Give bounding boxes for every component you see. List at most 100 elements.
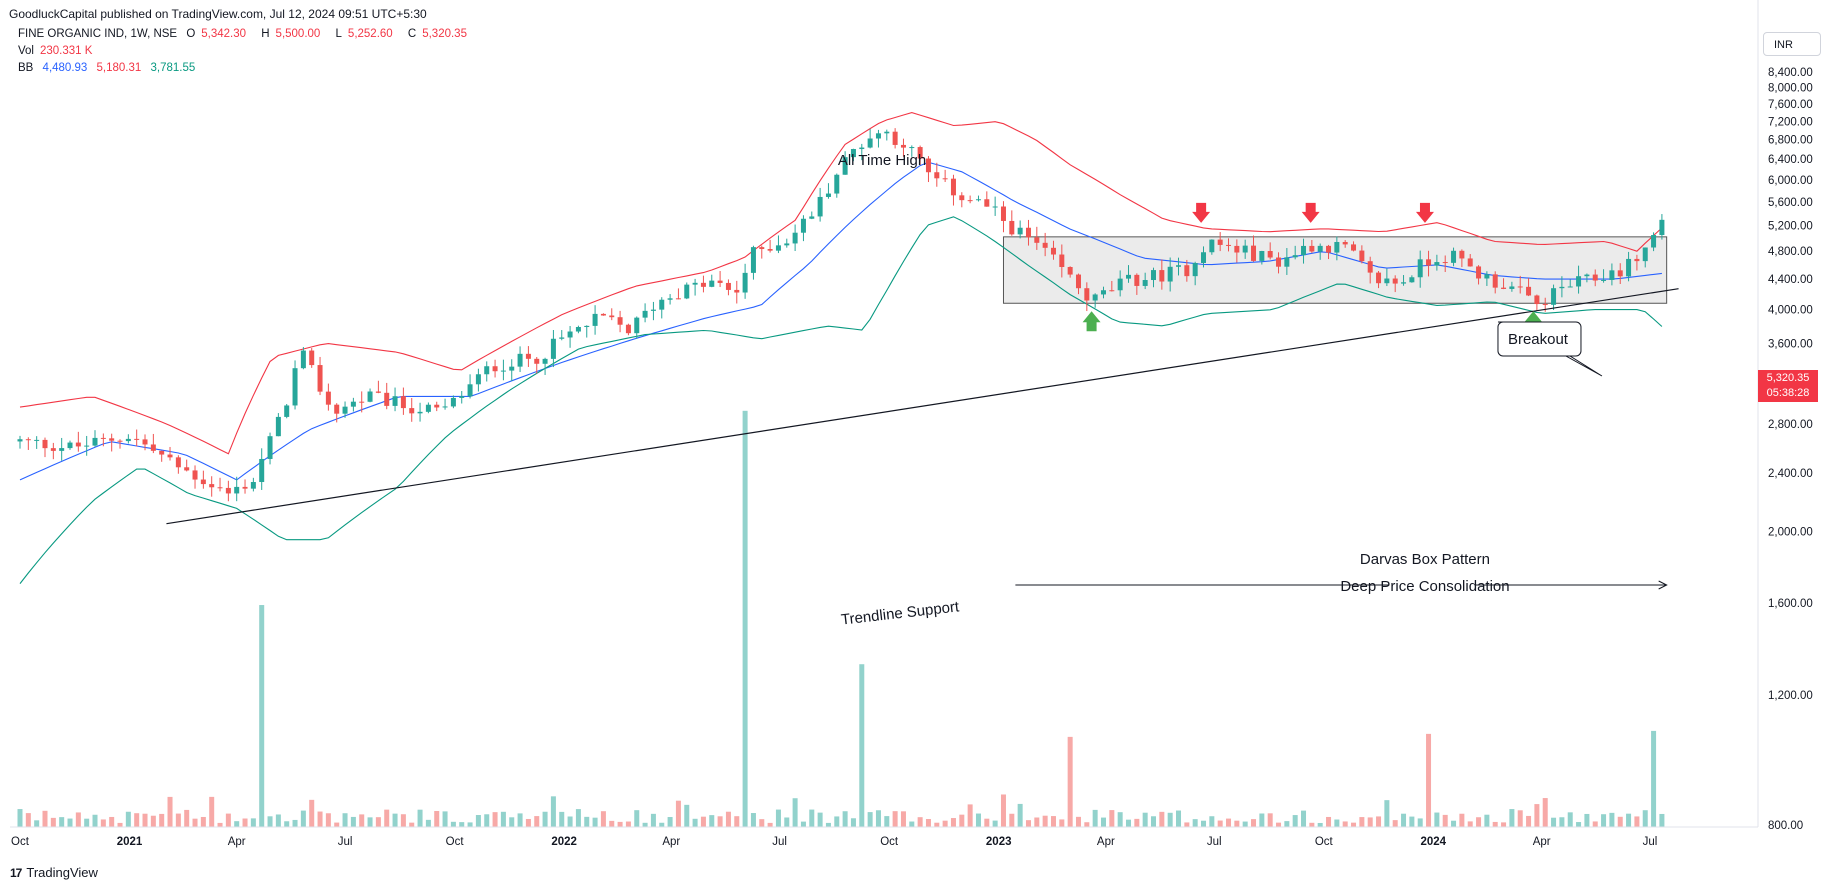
- volume-bar: [1042, 815, 1048, 827]
- y-tick-label: 1,200.00: [1768, 690, 1813, 702]
- candle-body: [134, 438, 140, 440]
- volume-bar: [1659, 813, 1665, 827]
- candle-body: [509, 366, 515, 371]
- candle-body: [1201, 252, 1207, 264]
- currency-button[interactable]: INR: [1763, 32, 1821, 56]
- candle-body: [759, 247, 765, 250]
- y-tick-label: 3,600.00: [1768, 338, 1813, 350]
- candle-body: [184, 467, 190, 471]
- volume-bar: [584, 816, 590, 827]
- volume-bar: [1276, 822, 1282, 827]
- candle-body: [384, 392, 390, 406]
- volume-bar: [434, 810, 440, 827]
- volume-bar: [509, 817, 515, 827]
- candle-body: [1559, 286, 1565, 289]
- candle-body: [1326, 245, 1332, 253]
- candle-body: [392, 396, 398, 406]
- y-tick-label: 4,400.00: [1768, 274, 1813, 286]
- volume-bar: [1617, 816, 1623, 827]
- volume-bar: [1034, 817, 1040, 827]
- volume-legend[interactable]: Vol 230.331 K: [18, 45, 98, 57]
- candle-body: [234, 486, 240, 494]
- candle-body: [459, 396, 465, 398]
- volume-bar: [742, 410, 748, 827]
- volume-bar: [1351, 822, 1357, 827]
- trendline-support: [166, 288, 1679, 525]
- volume-bar: [292, 819, 298, 827]
- volume-bar: [459, 822, 465, 827]
- candle-body: [717, 280, 723, 283]
- volume-bar: [892, 811, 898, 827]
- candle-body: [1284, 257, 1290, 267]
- symbol-title[interactable]: FINE ORGANIC IND, 1W, NSE: [18, 28, 178, 40]
- volume-bar: [1084, 822, 1090, 827]
- volume-bar: [709, 815, 715, 827]
- candle-body: [525, 353, 531, 359]
- volume-bar: [1242, 821, 1248, 827]
- resistance-arrow-icon: [1415, 202, 1434, 223]
- volume-bar: [1592, 821, 1598, 827]
- candle-body: [325, 391, 331, 405]
- candle-body: [109, 438, 115, 441]
- candle-body: [1100, 290, 1106, 295]
- volume-bar: [442, 811, 448, 827]
- candle-body: [592, 313, 598, 326]
- candle-body: [842, 157, 848, 175]
- candle-body: [1584, 274, 1590, 277]
- trendline-label: Trendline Support: [840, 598, 961, 628]
- candle-body: [1384, 278, 1390, 284]
- tradingview-footer[interactable]: 17 TradingView: [10, 865, 98, 880]
- volume-bar: [1009, 813, 1015, 827]
- y-tick-label: 2,800.00: [1768, 419, 1813, 431]
- candle-body: [1442, 262, 1448, 264]
- candle-body: [650, 309, 656, 311]
- x-tick-label: 2024: [1421, 836, 1447, 848]
- volume-bar: [450, 821, 456, 827]
- volume-bar: [350, 816, 356, 827]
- candle-body: [709, 280, 715, 287]
- y-tick-label: 4,000.00: [1768, 305, 1813, 317]
- volume-bar: [425, 819, 431, 827]
- candle-body: [700, 282, 706, 287]
- candle-body: [350, 401, 356, 407]
- bb-legend[interactable]: BB 4,480.93 5,180.31 3,781.55: [18, 62, 201, 74]
- volume-bar: [817, 812, 823, 827]
- volume-bar: [1634, 816, 1640, 827]
- candle-body: [284, 405, 290, 417]
- volume-bar: [109, 816, 115, 827]
- candle-body: [1334, 241, 1340, 253]
- volume-bar: [1417, 818, 1423, 827]
- candle-body: [534, 358, 540, 364]
- volume-label: Vol: [18, 45, 34, 57]
- consolidation-label: Deep Price Consolidation: [1340, 578, 1509, 595]
- low-value: L 5,252.60: [335, 28, 393, 40]
- candle-body: [784, 243, 790, 246]
- candle-body: [1034, 237, 1040, 243]
- candle-body: [850, 149, 856, 158]
- candle-body: [1209, 239, 1215, 253]
- volume-bar: [1167, 812, 1173, 827]
- candle-body: [17, 439, 23, 442]
- volume-bar: [1301, 810, 1307, 827]
- candle-body: [1401, 282, 1407, 284]
- candle-body: [617, 317, 623, 325]
- y-tick-label: 6,000.00: [1768, 175, 1813, 187]
- volume-bar: [217, 822, 223, 827]
- x-tick-label: Apr: [1097, 836, 1115, 848]
- volume-bar: [1309, 822, 1315, 827]
- candle-body: [1634, 258, 1640, 262]
- volume-bar: [859, 664, 865, 827]
- volume-bar: [717, 816, 723, 827]
- volume-bar: [1609, 812, 1615, 827]
- y-tick-label: 7,200.00: [1768, 116, 1813, 128]
- candle-body: [1426, 259, 1432, 266]
- x-tick-label: Apr: [662, 836, 680, 848]
- volume-bar: [1217, 820, 1223, 827]
- volume-bar: [134, 813, 140, 827]
- candle-body: [209, 484, 215, 488]
- volume-bar: [884, 816, 890, 827]
- candle-body: [334, 404, 340, 414]
- volume-bar: [42, 810, 48, 827]
- candle-body: [867, 138, 873, 148]
